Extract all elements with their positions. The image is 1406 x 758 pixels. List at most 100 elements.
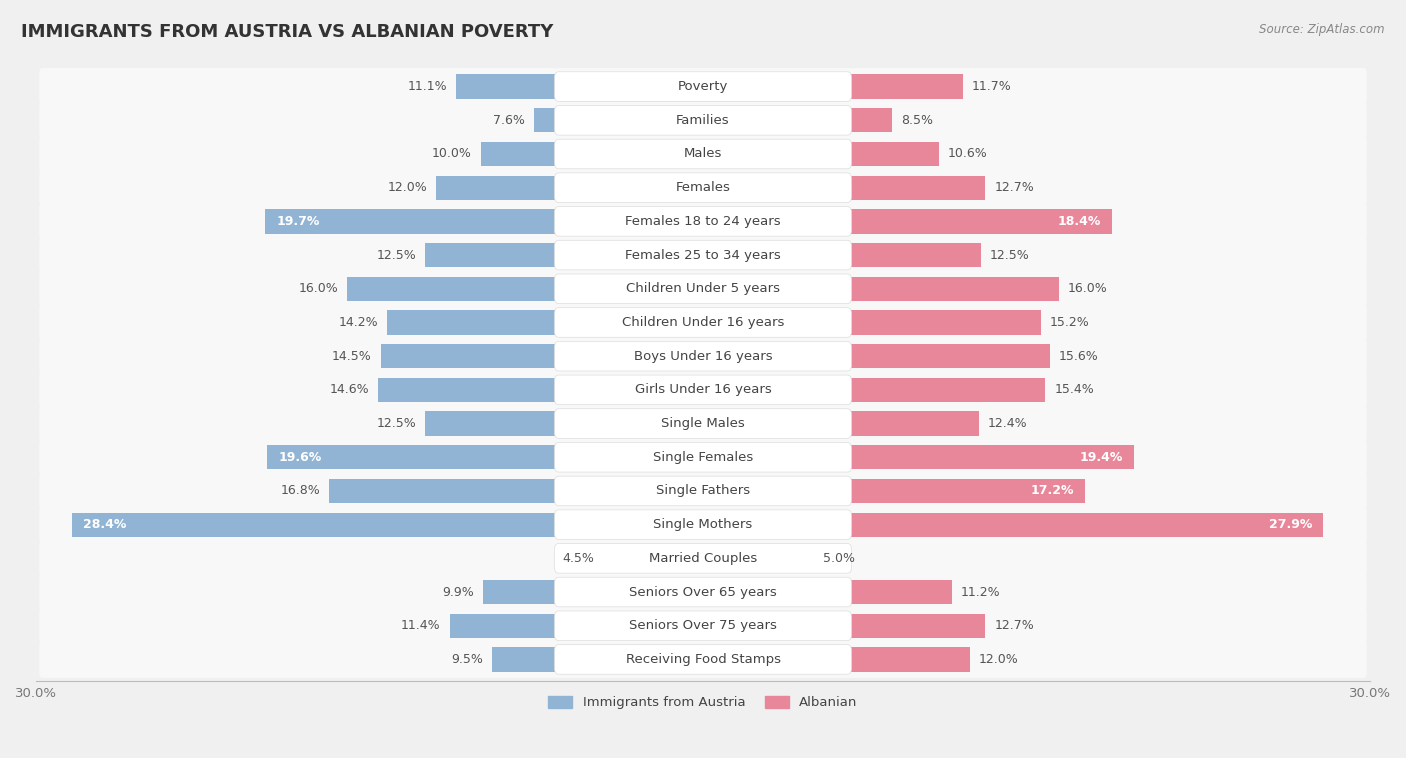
Bar [703,277,1059,301]
Text: Boys Under 16 years: Boys Under 16 years [634,349,772,362]
Text: 12.7%: 12.7% [994,181,1033,194]
Text: Single Mothers: Single Mothers [654,518,752,531]
Text: 12.5%: 12.5% [377,417,416,430]
Text: Married Couples: Married Couples [650,552,756,565]
Text: Receiving Food Stamps: Receiving Food Stamps [626,653,780,666]
FancyBboxPatch shape [39,169,1367,206]
Bar [703,310,1040,334]
FancyBboxPatch shape [554,409,852,438]
Text: 27.9%: 27.9% [1268,518,1312,531]
Text: 16.8%: 16.8% [281,484,321,497]
Bar [703,142,939,166]
Text: 14.5%: 14.5% [332,349,371,362]
Text: Single Males: Single Males [661,417,745,430]
Text: 12.4%: 12.4% [987,417,1028,430]
FancyBboxPatch shape [39,540,1367,577]
Bar [703,377,1046,402]
Bar [387,310,703,334]
FancyBboxPatch shape [554,543,852,573]
Text: 16.0%: 16.0% [1067,282,1108,296]
Text: 17.2%: 17.2% [1031,484,1074,497]
Text: Children Under 5 years: Children Under 5 years [626,282,780,296]
Text: Poverty: Poverty [678,80,728,93]
Text: IMMIGRANTS FROM AUSTRIA VS ALBANIAN POVERTY: IMMIGRANTS FROM AUSTRIA VS ALBANIAN POVE… [21,23,554,41]
Text: 9.5%: 9.5% [451,653,482,666]
FancyBboxPatch shape [554,240,852,270]
Text: Seniors Over 75 years: Seniors Over 75 years [628,619,778,632]
FancyBboxPatch shape [39,337,1367,374]
Text: 19.6%: 19.6% [278,451,322,464]
Text: 18.4%: 18.4% [1057,215,1101,228]
Bar [436,176,703,200]
Bar [703,176,986,200]
FancyBboxPatch shape [39,304,1367,341]
Text: Females: Females [675,181,731,194]
Bar [703,647,970,672]
FancyBboxPatch shape [554,341,852,371]
FancyBboxPatch shape [39,641,1367,678]
Text: Males: Males [683,148,723,161]
FancyBboxPatch shape [39,136,1367,173]
FancyBboxPatch shape [554,173,852,202]
Bar [378,377,703,402]
FancyBboxPatch shape [554,139,852,169]
Text: Families: Families [676,114,730,127]
Text: 4.5%: 4.5% [562,552,595,565]
Text: 19.4%: 19.4% [1080,451,1123,464]
FancyBboxPatch shape [554,375,852,405]
Bar [72,512,703,537]
FancyBboxPatch shape [554,644,852,674]
Bar [425,243,703,268]
Text: Girls Under 16 years: Girls Under 16 years [634,384,772,396]
FancyBboxPatch shape [39,405,1367,442]
FancyBboxPatch shape [39,271,1367,307]
Bar [425,412,703,436]
Bar [703,412,979,436]
Bar [482,580,703,604]
Text: 10.6%: 10.6% [948,148,987,161]
Bar [450,614,703,638]
Text: 5.0%: 5.0% [823,552,855,565]
Text: 28.4%: 28.4% [83,518,127,531]
Text: 15.2%: 15.2% [1050,316,1090,329]
Bar [703,479,1085,503]
Text: 10.0%: 10.0% [432,148,472,161]
FancyBboxPatch shape [39,102,1367,139]
Bar [703,445,1135,469]
Text: 15.4%: 15.4% [1054,384,1094,396]
Text: 16.0%: 16.0% [298,282,339,296]
Text: 14.2%: 14.2% [339,316,378,329]
Text: 11.4%: 11.4% [401,619,440,632]
Bar [603,547,703,571]
FancyBboxPatch shape [554,578,852,607]
Bar [492,647,703,672]
Text: Children Under 16 years: Children Under 16 years [621,316,785,329]
FancyBboxPatch shape [554,207,852,236]
Text: 12.7%: 12.7% [994,619,1033,632]
FancyBboxPatch shape [554,105,852,135]
Bar [703,74,963,99]
Bar [347,277,703,301]
FancyBboxPatch shape [39,203,1367,240]
Bar [267,445,703,469]
Bar [534,108,703,133]
Text: 9.9%: 9.9% [443,585,474,599]
FancyBboxPatch shape [554,443,852,472]
Text: Source: ZipAtlas.com: Source: ZipAtlas.com [1260,23,1385,36]
Bar [703,580,952,604]
Text: 15.6%: 15.6% [1059,349,1098,362]
Text: 12.0%: 12.0% [979,653,1018,666]
FancyBboxPatch shape [39,574,1367,611]
Bar [703,512,1323,537]
Bar [703,108,891,133]
FancyBboxPatch shape [39,506,1367,543]
Text: Females 25 to 34 years: Females 25 to 34 years [626,249,780,262]
FancyBboxPatch shape [39,439,1367,476]
Bar [703,614,986,638]
FancyBboxPatch shape [39,472,1367,509]
FancyBboxPatch shape [554,510,852,540]
Bar [456,74,703,99]
Text: Single Females: Single Females [652,451,754,464]
FancyBboxPatch shape [39,236,1367,274]
Text: 7.6%: 7.6% [494,114,524,127]
